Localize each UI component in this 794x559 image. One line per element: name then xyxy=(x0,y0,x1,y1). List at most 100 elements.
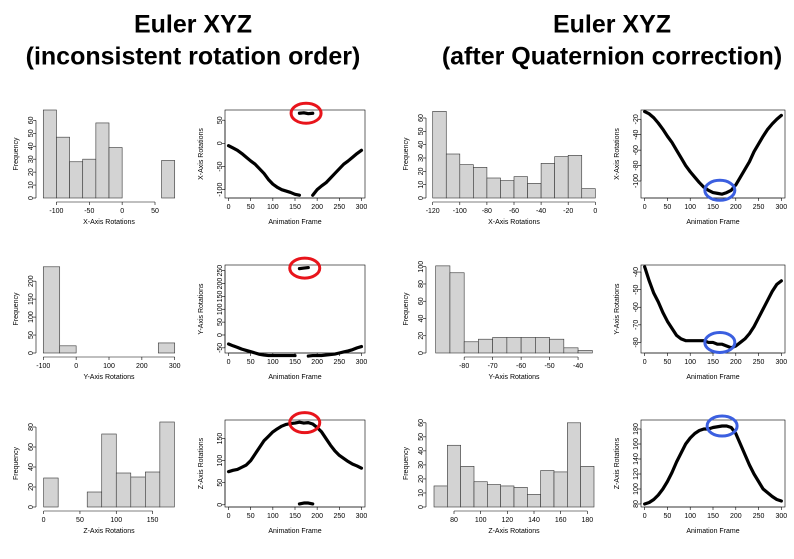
y-tick-label: -40 xyxy=(633,130,640,140)
y-tick-label: 80 xyxy=(28,423,35,431)
y-tick-label: 10 xyxy=(418,489,425,497)
y-tick-label: 20 xyxy=(418,475,425,483)
x-tick-label: -40 xyxy=(536,208,546,215)
y-tick-label: 120 xyxy=(633,468,640,480)
x-tick-label: 300 xyxy=(356,204,368,211)
histogram-bar xyxy=(473,167,488,199)
histogram-bar xyxy=(56,136,70,199)
y-tick-label: -20 xyxy=(633,114,640,124)
y-tick-label: 10 xyxy=(418,181,425,189)
x-tick-label: 200 xyxy=(730,359,742,366)
x-tick-label: 250 xyxy=(333,513,345,520)
heading: (after Quaternion correction) xyxy=(442,43,782,71)
y-tick-label: 60 xyxy=(28,443,35,451)
histogram-bar xyxy=(95,122,110,199)
x-tick-label: 80 xyxy=(450,517,458,524)
y-tick-label: -100 xyxy=(633,174,640,188)
x-tick-label: 50 xyxy=(664,204,672,211)
x-tick-label: 100 xyxy=(267,513,279,520)
histogram-bar xyxy=(520,337,536,354)
highlight-circle xyxy=(703,330,737,354)
x-axis-label: Z-Axis Rotations xyxy=(83,528,135,535)
y-tick-label: 0 xyxy=(28,351,35,355)
x-axis-label: Y-Axis Rotations xyxy=(488,374,540,381)
x-tick-label: -80 xyxy=(459,363,469,370)
y-axis-label: Z-Axis Rotations xyxy=(198,437,205,489)
x-tick-label: -20 xyxy=(563,208,573,215)
histogram-bar xyxy=(567,155,583,199)
heading: (inconsistent rotation order) xyxy=(26,43,361,71)
y-tick-label: 50 xyxy=(418,127,425,135)
x-tick-label: -100 xyxy=(49,208,63,215)
y-tick-label: 50 xyxy=(418,433,425,441)
data-line xyxy=(643,109,783,196)
y-tick-label: 50 xyxy=(217,318,224,326)
x-tick-label: 100 xyxy=(684,204,696,211)
x-axis-label: X-Axis Rotations xyxy=(488,219,540,226)
x-tick-label: 200 xyxy=(730,204,742,211)
histogram-bar xyxy=(447,444,461,508)
histogram-bar xyxy=(487,484,501,508)
x-tick-label: 200 xyxy=(311,513,323,520)
x-tick-label: 200 xyxy=(311,204,323,211)
x-tick-label: 120 xyxy=(501,517,513,524)
histogram-bar xyxy=(115,472,132,508)
plot-frame xyxy=(640,264,786,354)
y-tick-label: 40 xyxy=(28,463,35,471)
x-tick-label: 0 xyxy=(643,359,647,366)
y-tick-label: 40 xyxy=(418,314,425,322)
y-tick-label: 180 xyxy=(633,423,640,435)
histogram-bar xyxy=(506,337,522,354)
x-tick-label: 300 xyxy=(776,513,788,520)
histogram-bar xyxy=(513,487,528,508)
histogram-bar xyxy=(567,422,581,508)
x-tick-label: 100 xyxy=(110,517,122,524)
plot-frame xyxy=(224,419,366,508)
y-tick-label: 50 xyxy=(28,331,35,339)
x-tick-label: 180 xyxy=(581,517,593,524)
histogram-bar xyxy=(492,337,508,354)
y-tick-label: 100 xyxy=(217,303,224,315)
y-tick-label: -40 xyxy=(633,267,640,277)
histogram-bar xyxy=(449,272,465,354)
highlight-circle xyxy=(703,178,737,202)
x-tick-label: 0 xyxy=(227,513,231,520)
y-axis-label: Z-Axis Rotations xyxy=(614,437,621,489)
histogram-bar xyxy=(460,466,475,508)
x-axis-label: Animation Frame xyxy=(686,219,739,226)
histogram-bar xyxy=(59,345,77,354)
y-tick-label: 20 xyxy=(418,332,425,340)
x-tick-label: 300 xyxy=(776,359,788,366)
x-tick-label: 0 xyxy=(593,208,597,215)
y-tick-label: 200 xyxy=(28,275,35,287)
histogram-bar xyxy=(43,477,59,508)
data-line xyxy=(306,344,364,358)
y-tick-label: 40 xyxy=(418,447,425,455)
histogram-bar xyxy=(145,471,161,508)
y-tick-label: 10 xyxy=(28,181,35,189)
y-tick-label: 0 xyxy=(28,505,35,509)
histogram-bar xyxy=(432,111,447,199)
y-tick-label: 30 xyxy=(418,154,425,162)
x-tick-label: 300 xyxy=(169,363,181,370)
data-line xyxy=(226,144,302,197)
x-tick-label: 100 xyxy=(684,359,696,366)
y-tick-label: 20 xyxy=(418,167,425,175)
histogram-bar xyxy=(159,421,175,508)
histogram-bar xyxy=(500,180,515,199)
y-axis-label: Frequency xyxy=(403,446,410,480)
y-tick-label: -80 xyxy=(633,160,640,170)
x-tick-label: 150 xyxy=(147,517,159,524)
y-tick-label: -100 xyxy=(217,183,224,197)
data-line xyxy=(297,501,315,506)
y-axis-label: Y-Axis Rotations xyxy=(614,283,621,335)
y-axis-label: Frequency xyxy=(403,292,410,326)
y-tick-label: 50 xyxy=(217,479,224,487)
x-tick-label: 50 xyxy=(76,517,84,524)
x-tick-label: 50 xyxy=(664,359,672,366)
histogram-bar xyxy=(527,494,541,508)
x-tick-label: 250 xyxy=(753,204,765,211)
plot-frame xyxy=(224,109,366,199)
x-tick-label: 300 xyxy=(356,359,368,366)
